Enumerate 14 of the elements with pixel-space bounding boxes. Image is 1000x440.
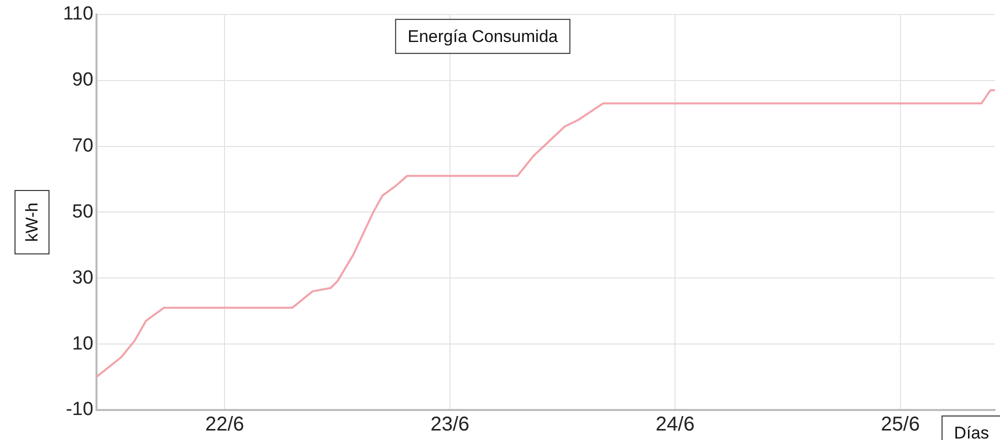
y-tick-label: -10 <box>66 399 94 420</box>
x-tick-label: 22/6 <box>205 414 244 436</box>
x-tick-label: 24/6 <box>656 414 695 436</box>
y-tick-label: 70 <box>72 136 94 156</box>
text: Energía Consumida <box>408 27 558 46</box>
y-tick-label: 50 <box>72 201 94 222</box>
y-tick-label: 30 <box>72 267 94 288</box>
y-tick-label: 10 <box>72 333 94 354</box>
x-tick-label: 25/6 <box>880 414 920 436</box>
x-tick-label: 23/6 <box>430 414 470 436</box>
y-axis-title: kW-h <box>22 202 42 242</box>
x-axis-title: Días <box>954 424 990 440</box>
y-tick-label: 90 <box>72 70 94 91</box>
y-tick-label: 110 <box>62 4 94 25</box>
